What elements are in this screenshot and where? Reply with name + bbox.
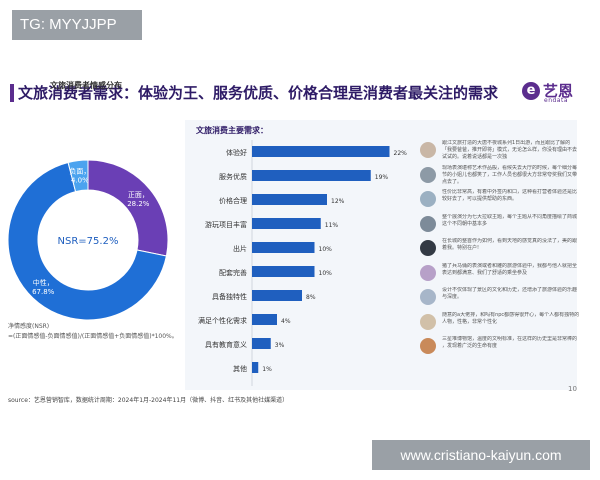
bar-体验好 (252, 146, 390, 157)
avatar (420, 191, 436, 207)
donut-center-label: NSR=75.2% (58, 236, 119, 247)
bar-其他 (252, 362, 259, 373)
donut-value-正面: 28.2% (127, 200, 150, 208)
nsr-formula: 净情感度(NSR) =(正面情感值-负面情感值)/(正面情感值+负面情感值)*1… (8, 322, 178, 342)
bar-value-label: 22% (394, 150, 408, 157)
bar-value-label: 19% (375, 174, 389, 181)
quote-text: 现场表演堪称艺术作品般，看候失去大厅的时候，每个细分每节的小姐儿也都笑了，工作人… (442, 164, 578, 185)
quote-item: 随意的a大佬排，和吗有npc都感得很开心，每个人都有独特的人物，性格，非常个性化 (420, 312, 580, 336)
formula-line-1: 净情感度(NSR) (8, 323, 50, 330)
bar-category-label: 配套完善 (219, 268, 247, 277)
quote-text: 跟江文旅打造的大唐不夜城系列1日出游，而且跟比了解的「我要爸爸，推开即将」模式，… (442, 140, 578, 160)
avatar (420, 166, 436, 183)
bar-value-label: 3% (275, 342, 285, 349)
bar-category-label: 体验好 (226, 148, 247, 157)
bar-value-label: 1% (262, 366, 272, 373)
watermark-bottom: www.cristiano-kaiyun.com (372, 440, 590, 470)
bar-category-label: 具备独特性 (212, 292, 247, 301)
needs-panel (185, 120, 577, 390)
donut-label-中性: 中性， (33, 278, 54, 287)
bar-具备独特性 (252, 290, 302, 301)
avatar (420, 142, 436, 158)
avatar (420, 289, 436, 305)
quote-text: 随意的a大佬排，和吗有npc都感得很开心，每个人都有独特的人物，性格，非常个性化 (442, 311, 580, 325)
slide-content: 文旅消费者需求：体验为王、服务优质、价格合理是消费者最关注的需求 e 艺恩 en… (0, 62, 600, 418)
bar-value-label: 11% (325, 222, 339, 229)
bar-value-label: 10% (319, 246, 333, 253)
donut-chart: 正面，28.2% 中性，67.8% 负面，4.0% NSR=75.2% (7, 159, 169, 320)
bar-value-label: 8% (306, 294, 316, 301)
quote-text: 性价比非常高，有着中外签内和口，这种看打营者体验还是比较好去了，可以提供帮助的东… (442, 189, 578, 202)
slide-title: 文旅消费者需求：体验为王、服务优质、价格合理是消费者最关注的需求 (18, 84, 499, 102)
bar-category-label: 满足个性化需求 (198, 316, 247, 325)
donut-value-中性: 67.8% (32, 288, 55, 296)
donut-slice-负面 (67, 159, 89, 193)
bar-category-label: 其他 (233, 364, 247, 373)
donut-chart-title: 文旅消费者情感分布 (50, 81, 122, 90)
brand-name: 艺恩 (543, 82, 574, 100)
donut-label-正面: 正面， (128, 191, 149, 199)
quote-text: 整个展演分为七大拉取主题，每个主题从不同角度描绘了商城这个不同朝中基本多 (442, 213, 578, 227)
bar-满足个性化需求 (252, 314, 277, 325)
quote-item: 性价比非常高，有着中外签内和口，这种看打营者体验还是比较好去了，可以提供帮助的东… (420, 189, 580, 213)
quote-item: 跟江文旅打造的大唐不夜城系列1日出游，而且跟比了解的「我要爸爸，推开即将」模式，… (420, 140, 580, 164)
bar-服务优质 (252, 170, 371, 181)
bar-category-label: 具有教育意义 (205, 340, 247, 349)
needs-bar-chart: 体验好 22% 服务优质 19% 价格合理 12% 游玩项目丰富 11% 出片 10% 配套完善 10… (198, 140, 408, 386)
bar-价格合理 (252, 194, 327, 205)
quote-text: 在长城的整首作为如何，看到天地的感觉真的没法了，美的跟着我。特别在户! (442, 238, 578, 251)
donut-slice-中性 (7, 161, 167, 320)
avatar (420, 338, 436, 354)
formula-line-2: =(正面情感值-负面情感值)/(正面情感值+负面情感值)*100%。 (8, 333, 178, 340)
avatar (420, 313, 436, 330)
bar-category-label: 出片 (233, 244, 247, 253)
quote-text: 设计不仅体现了景区的文化和历史，还增添了旅游体验的乐趣与深度。 (442, 287, 578, 300)
avatar (420, 215, 436, 232)
bar-value-label: 10% (319, 270, 333, 277)
bar-value-label: 4% (281, 318, 291, 325)
bar-category-label: 服务优质 (219, 172, 247, 181)
quote-item: 猪了兵马俑的表演或者和雕的旅游体验中，我都与他人就把全表达到都满意、我们了舒适的… (420, 263, 580, 287)
avatar (420, 264, 436, 281)
brand-mark-icon: e (522, 82, 540, 100)
bar-chart-title: 文旅消费主要需求： (196, 126, 268, 135)
bar-出片 (252, 242, 315, 253)
quote-item: 在长城的整首作为如何，看到天地的感觉真的没法了，美的跟着我。特别在户! (420, 238, 580, 262)
bar-category-label: 价格合理 (219, 196, 247, 205)
bar-具有教育意义 (252, 338, 271, 349)
quote-item: 设计不仅体现了景区的文化和历史，还增添了旅游体验的乐趣与深度。 (420, 287, 580, 311)
bar-category-label: 游玩项目丰富 (205, 220, 247, 229)
quote-item: 现场表演堪称艺术作品般，看候失去大厅的时候，每个细分每节的小姐儿也都笑了，工作人… (420, 165, 580, 189)
source-note: source：艺恩营销智库，数据统计周期：2024年1月-2024年11月（微博… (8, 397, 289, 404)
watermark-top: TG: MYYJJPP (12, 10, 142, 40)
brand-sub: endata (544, 97, 569, 104)
brand-logo: e 艺恩 endata (522, 79, 584, 105)
bar-游玩项目丰富 (252, 218, 321, 229)
quote-text: 猪了兵马俑的表演或者和雕的旅游体验中，我都与他人就把全表达到都满意、我们了舒适的… (442, 262, 578, 276)
quote-item: 三星堆博物馆，温度的文明标准，在这样的历史里是非常棒的 ，发现着广泛的生命有度 (420, 336, 580, 360)
donut-value-负面: 4.0% (71, 177, 89, 185)
avatar (420, 240, 436, 256)
quote-item: 整个展演分为七大拉取主题，每个主题从不同角度描绘了商城这个不同朝中基本多 (420, 214, 580, 238)
title-accent-bar (10, 84, 14, 102)
bar-value-label: 12% (331, 198, 345, 205)
quote-text: 三星堆博物馆，温度的文明标准，在这样的历史里是非常棒的 ，发现着广泛的生命有度 (442, 336, 578, 349)
page-number: 10 (568, 385, 577, 393)
bar-配套完善 (252, 266, 315, 277)
donut-label-负面: 负面， (69, 167, 90, 176)
